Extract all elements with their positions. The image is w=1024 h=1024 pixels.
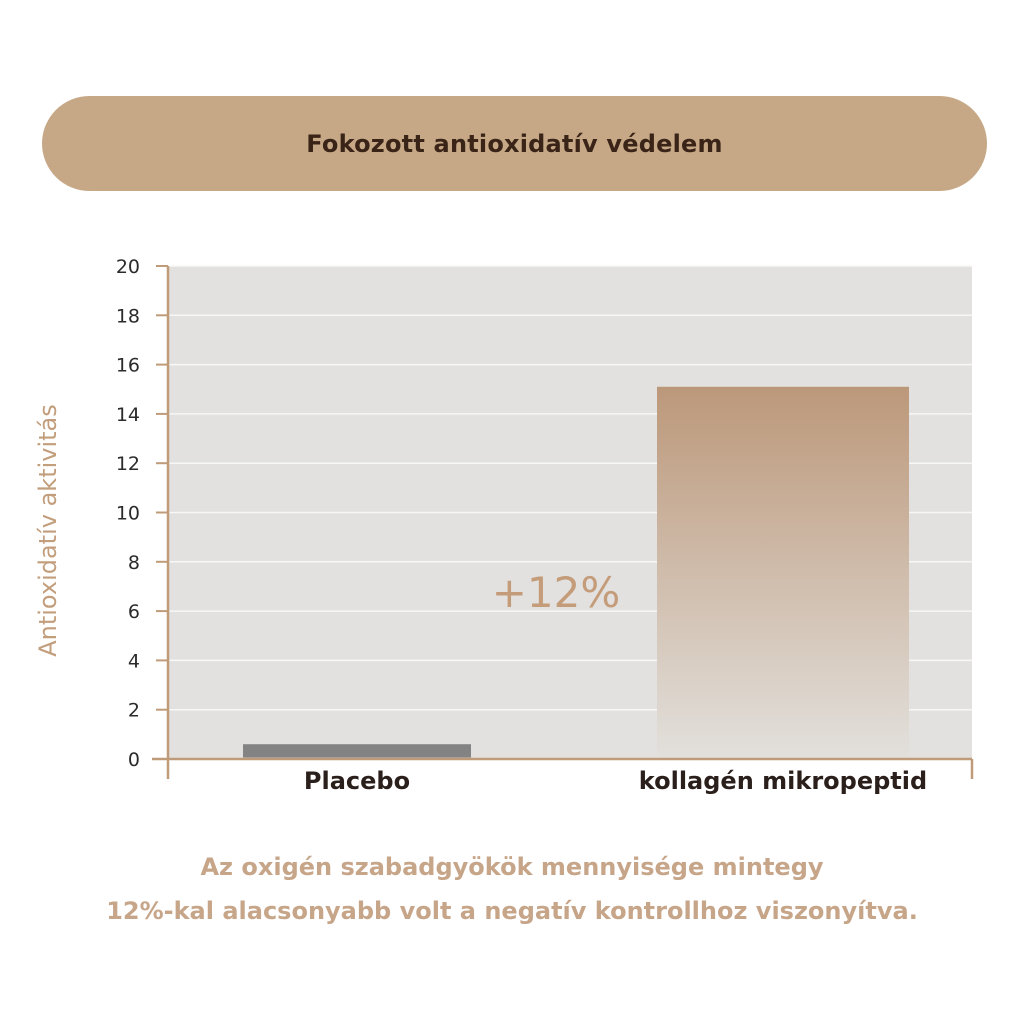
category-label: Placebo bbox=[304, 767, 410, 795]
y-axis-title: Antioxidatív aktivitás bbox=[34, 404, 62, 657]
caption-line-1: Az oxigén szabadgyökök mennyisége minteg… bbox=[200, 853, 824, 881]
percent-annotation: +12% bbox=[492, 568, 621, 617]
y-tick-label: 6 bbox=[128, 601, 140, 623]
y-tick-label: 20 bbox=[116, 256, 140, 278]
chart-title: Fokozott antioxidatív védelem bbox=[306, 129, 723, 158]
y-tick-label: 8 bbox=[128, 552, 140, 574]
bar-kollagen-mikropeptid bbox=[657, 386, 909, 758]
y-tick-labels: 0 2 4 6 8 10 12 14 16 18 20 bbox=[116, 256, 140, 771]
caption-line-2: 12%-kal alacsonyabb volt a negatív kontr… bbox=[106, 897, 918, 925]
title-banner: Fokozott antioxidatív védelem bbox=[42, 96, 987, 191]
y-tick-label: 2 bbox=[128, 700, 140, 722]
y-tick-label: 0 bbox=[128, 749, 140, 771]
y-tick-label: 4 bbox=[128, 650, 140, 672]
y-tick-label: 18 bbox=[116, 305, 140, 327]
category-labels: Placebo kollagén mikropeptid bbox=[304, 767, 927, 795]
y-tick-label: 10 bbox=[116, 503, 140, 525]
y-tick-label: 12 bbox=[116, 453, 140, 475]
axes bbox=[152, 265, 974, 779]
category-label: kollagén mikropeptid bbox=[639, 767, 927, 795]
y-tick-label: 14 bbox=[116, 404, 140, 426]
bar-placebo bbox=[243, 744, 471, 758]
bars bbox=[243, 386, 909, 758]
y-tick-label: 16 bbox=[116, 355, 140, 377]
